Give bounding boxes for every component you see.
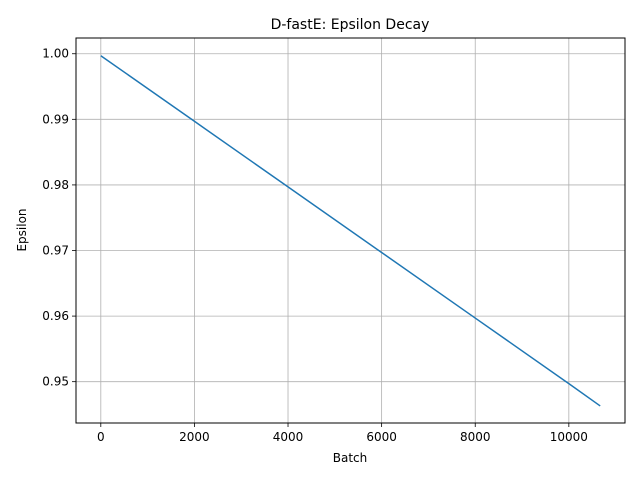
x-tick-label: 6000 [366, 430, 397, 444]
x-axis: 0 2000 4000 6000 8000 10000 [97, 423, 588, 444]
y-tick-label: 0.97 [42, 244, 69, 258]
series-line [100, 55, 601, 407]
x-tick-label: 2000 [179, 430, 210, 444]
y-tick-label: 0.95 [42, 375, 69, 389]
axes-frame [75, 37, 626, 424]
series-layer [100, 55, 601, 407]
x-axis-label: Batch [333, 451, 368, 465]
chart-title: D-fastE: Epsilon Decay [271, 17, 430, 33]
y-tick-label: 0.98 [42, 178, 69, 192]
y-axis-label: Epsilon [15, 208, 29, 251]
y-tick-label: 0.99 [42, 112, 69, 126]
y-axis: 0.95 0.96 0.97 0.98 0.99 1.00 [42, 47, 76, 389]
grid [76, 38, 625, 423]
y-tick-label: 1.00 [42, 47, 69, 61]
x-tick-label: 8000 [460, 430, 491, 444]
x-tick-label: 0 [97, 430, 105, 444]
y-tick-label: 0.96 [42, 309, 69, 323]
x-tick-label: 4000 [273, 430, 304, 444]
x-tick-label: 10000 [550, 430, 588, 444]
